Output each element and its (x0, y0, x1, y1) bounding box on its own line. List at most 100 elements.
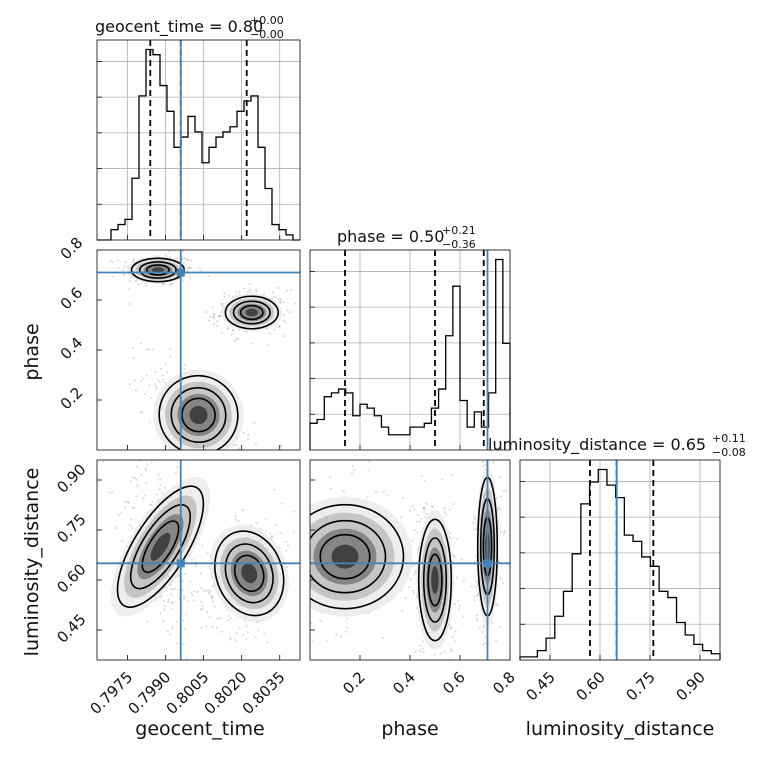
sample-point (128, 524, 132, 527)
sample-point (171, 625, 174, 628)
sample-point (282, 300, 285, 304)
sample-point (162, 599, 166, 602)
sample-point (171, 627, 174, 630)
sample-point (169, 347, 172, 351)
x-axis-label-luminosity-distance: luminosity_distance (526, 718, 715, 740)
y-tick-label-phase: 0.6 (57, 284, 87, 314)
sample-point (218, 314, 222, 317)
sample-point (196, 590, 199, 593)
contour-line (239, 304, 264, 321)
sample-point (113, 444, 115, 446)
sample-point (404, 596, 407, 600)
sample-point (234, 638, 237, 641)
sample-point (245, 467, 247, 469)
sample-point (415, 606, 419, 610)
y-tick-label-phase: 0.4 (57, 334, 87, 364)
sample-point (143, 393, 147, 396)
sample-point (292, 533, 294, 535)
sample-point (175, 662, 177, 664)
sample-point (263, 632, 266, 635)
sample-point (233, 339, 236, 342)
sample-point (441, 660, 443, 662)
sample-point (181, 250, 184, 253)
sample-point (250, 342, 254, 345)
contour-line (310, 519, 387, 594)
sample-point (245, 638, 248, 641)
sample-point (235, 498, 237, 500)
sample-point (220, 302, 223, 305)
sample-point (499, 495, 503, 498)
sample-point (132, 506, 136, 510)
sample-point (280, 502, 283, 505)
sample-point (421, 640, 425, 643)
sample-point (169, 355, 172, 358)
sample-point (293, 530, 296, 533)
sample-point (418, 520, 421, 523)
sample-point (155, 387, 158, 391)
sample-point (111, 491, 114, 494)
sample-point (504, 529, 507, 532)
sample-point (453, 640, 456, 643)
sample-point (238, 290, 241, 293)
title-geocent-time-lower: −0.00 (250, 28, 284, 41)
sample-point (243, 620, 247, 623)
sample-point (235, 443, 238, 446)
sample-point (194, 565, 197, 568)
sample-point (484, 463, 487, 466)
contour-line (158, 374, 239, 450)
sample-point (292, 510, 296, 513)
sample-point (366, 496, 369, 499)
x-tick-label-phase: 0.8 (489, 668, 519, 698)
contour-line (224, 295, 279, 330)
sample-point (423, 506, 426, 509)
sample-point (436, 677, 438, 679)
sample-point (243, 330, 246, 333)
sample-point (154, 383, 157, 386)
sample-point (408, 586, 411, 589)
sample-point (282, 313, 286, 317)
sample-point (170, 283, 173, 286)
sample-point (250, 467, 252, 469)
sample-point (288, 619, 290, 621)
sample-point (135, 478, 139, 481)
sample-point (255, 288, 258, 291)
sample-point (445, 514, 448, 517)
sample-point (450, 474, 454, 477)
sample-point (255, 522, 258, 525)
sample-point (285, 549, 288, 552)
sample-point (207, 565, 210, 568)
sample-point (255, 290, 258, 294)
sample-point (266, 641, 269, 644)
sample-point (192, 599, 195, 602)
sample-point (183, 257, 186, 261)
sample-point (209, 589, 212, 592)
sample-point (223, 291, 226, 295)
sample-point (132, 357, 135, 360)
sample-point (475, 594, 479, 597)
sample-point (425, 502, 428, 505)
joint-content (97, 250, 300, 500)
sample-point (272, 328, 276, 331)
sample-point (449, 650, 453, 653)
sample-point (412, 589, 415, 592)
sample-point (171, 602, 174, 605)
sample-point (166, 630, 169, 633)
x-tick-label-phase: 0.2 (339, 668, 369, 698)
sample-point (123, 506, 127, 509)
density-level (150, 532, 171, 561)
density-level (431, 566, 439, 594)
sample-point (149, 503, 153, 506)
sample-point (216, 626, 219, 629)
contour-line (138, 261, 177, 279)
sample-point (131, 476, 134, 479)
joint-panel-luminosity-distance-vs-phase (288, 459, 511, 679)
sample-point (278, 325, 281, 328)
sample-point (237, 627, 241, 630)
x-axis-label-phase: phase (381, 718, 438, 740)
sample-point (134, 477, 137, 480)
sample-point (351, 465, 354, 468)
title-luminosity-distance-lower: −0.08 (712, 446, 746, 459)
sample-point (201, 607, 204, 610)
sample-point (134, 389, 138, 392)
sample-point (181, 588, 184, 591)
